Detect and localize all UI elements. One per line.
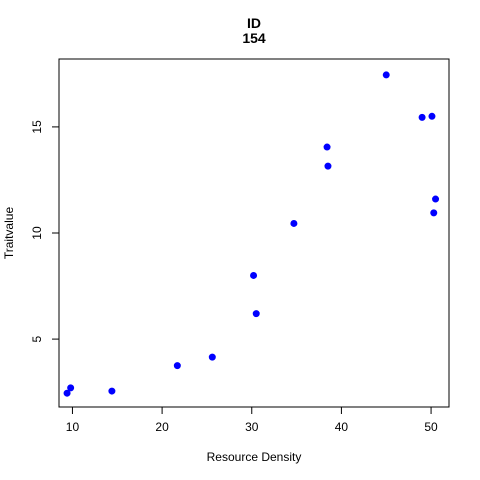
- x-tick-label: 40: [335, 420, 349, 434]
- data-point: [428, 112, 436, 120]
- data-point: [430, 209, 438, 217]
- data-point: [324, 162, 332, 170]
- y-tick-label: 5: [30, 335, 44, 342]
- y-tick-label: 15: [30, 120, 44, 134]
- data-point: [418, 113, 426, 121]
- data-point: [290, 219, 298, 227]
- y-axis-label: Traitvalue: [2, 207, 16, 260]
- data-points: [63, 71, 440, 397]
- data-point: [63, 389, 71, 397]
- data-point: [173, 362, 181, 370]
- data-point: [250, 271, 258, 279]
- data-point: [108, 387, 116, 395]
- y-axis: 5 10 15: [30, 120, 60, 342]
- plot-frame: [58, 58, 450, 408]
- x-tick-label: 50: [424, 420, 438, 434]
- data-point: [323, 143, 331, 151]
- chart-title: ID: [247, 15, 261, 31]
- chart-subtitle: 154: [242, 30, 266, 46]
- data-point: [432, 195, 440, 203]
- x-axis: 10 20 30 40 50: [66, 406, 438, 434]
- x-axis-label: Resource Density: [207, 450, 302, 464]
- data-point: [208, 353, 216, 361]
- data-point: [382, 71, 390, 79]
- x-tick-label: 20: [155, 420, 169, 434]
- data-point: [252, 310, 260, 318]
- data-point: [67, 384, 75, 392]
- x-tick-label: 10: [66, 420, 80, 434]
- x-tick-label: 30: [245, 420, 259, 434]
- y-tick-label: 10: [30, 226, 44, 240]
